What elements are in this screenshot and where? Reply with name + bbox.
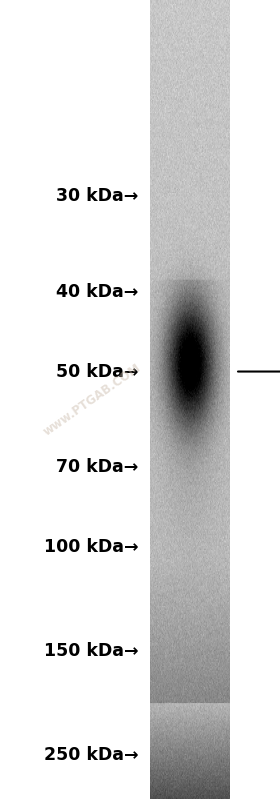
Text: 50 kDa→: 50 kDa→ bbox=[56, 363, 139, 380]
Text: 100 kDa→: 100 kDa→ bbox=[44, 539, 139, 556]
Text: 70 kDa→: 70 kDa→ bbox=[56, 459, 139, 476]
Text: 40 kDa→: 40 kDa→ bbox=[56, 283, 139, 300]
Text: 150 kDa→: 150 kDa→ bbox=[44, 642, 139, 660]
Text: 30 kDa→: 30 kDa→ bbox=[56, 187, 139, 205]
Text: 250 kDa→: 250 kDa→ bbox=[44, 746, 139, 764]
Text: www.PTGAB.COM: www.PTGAB.COM bbox=[41, 361, 144, 438]
